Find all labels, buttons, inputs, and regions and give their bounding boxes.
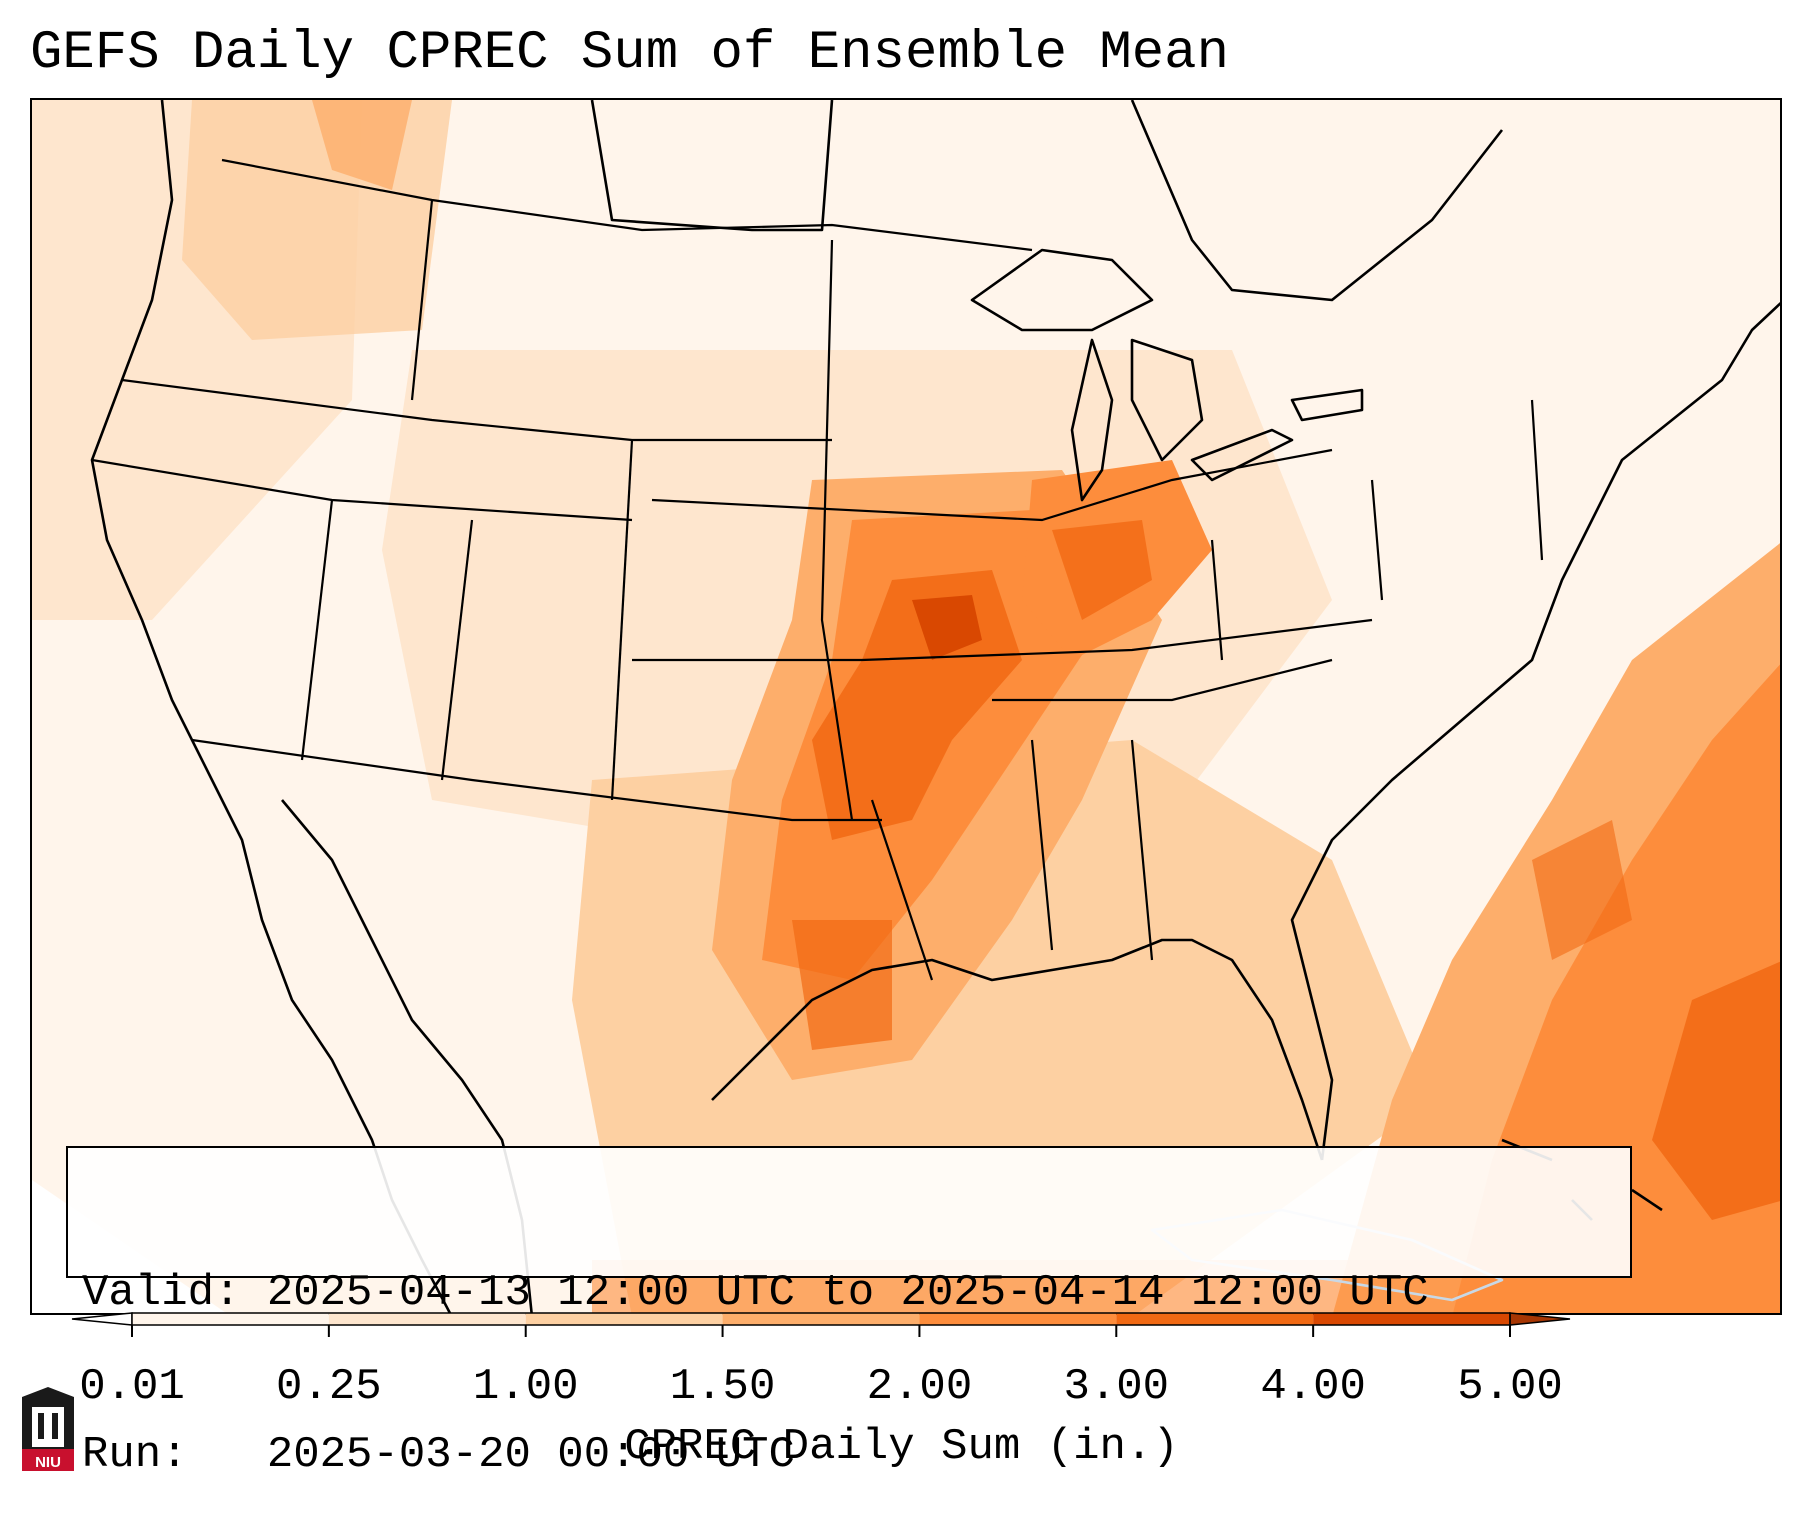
logo-text: NIU <box>35 1454 61 1471</box>
map-title: GEFS Daily CPREC Sum of Ensemble Mean <box>30 23 1229 84</box>
valid-label: Valid: <box>82 1268 241 1318</box>
colorbar-tick-label: 2.00 <box>866 1362 973 1412</box>
colorbar-segments <box>71 1312 1571 1326</box>
lake-huron <box>1130 338 1204 462</box>
colorbar-tick-label: 1.50 <box>669 1362 776 1412</box>
colorbar-tick-label: 5.00 <box>1457 1362 1563 1412</box>
valid-run-info-box: Valid: 2025-04-13 12:00 UTC to 2025-04-1… <box>66 1146 1632 1480</box>
run-label: Run: <box>82 1430 188 1480</box>
colorbar-segment <box>525 1313 723 1325</box>
colorbar <box>71 1312 1571 1337</box>
colorbar-extend-high <box>1509 1312 1571 1326</box>
valid-line: Valid: 2025-04-13 12:00 UTC to 2025-04-1… <box>82 1266 1616 1320</box>
colorbar-segment <box>919 1313 1117 1325</box>
map-svg <box>32 100 1780 1313</box>
lake-michigan <box>1070 338 1114 502</box>
run-value: 2025-03-20 00:00 UTC <box>266 1430 795 1480</box>
gulf-coastline <box>711 938 1324 1161</box>
valid-value: 2025-04-13 12:00 UTC to 2025-04-14 12:00… <box>266 1268 1429 1318</box>
east-coastline <box>1290 301 1780 1161</box>
colorbar-tick-label: 4.00 <box>1260 1362 1366 1412</box>
lake-superior <box>970 248 1154 332</box>
colorbar-label: CPREC Daily Sum (in.) <box>624 1422 1179 1472</box>
colorbar-segment <box>1313 1313 1510 1325</box>
colorbar-outline <box>131 1312 1511 1326</box>
colorbar-tick-label: 3.00 <box>1063 1362 1170 1412</box>
colorbar-ticks <box>131 1325 1511 1337</box>
colorbar-segment <box>1116 1313 1314 1325</box>
colorbar-segment <box>722 1313 920 1325</box>
colorbar-tick-label: 0.01 <box>79 1362 185 1412</box>
precip-map <box>30 98 1782 1315</box>
state-border-layer <box>91 158 1544 981</box>
colorbar-segment <box>328 1313 526 1325</box>
colorbar-tick-label: 0.25 <box>276 1362 382 1412</box>
precip-fill-layer <box>32 100 1780 1313</box>
lake-ontario <box>1290 388 1364 422</box>
colorbar-segment <box>132 1313 329 1325</box>
colorbar-tick-label: 1.00 <box>472 1362 579 1412</box>
colorbar-extend-low <box>71 1312 133 1326</box>
niu-building-icon: NIU <box>22 1387 74 1471</box>
run-line: Run: 2025-03-20 00:00 UTC <box>82 1428 1616 1482</box>
